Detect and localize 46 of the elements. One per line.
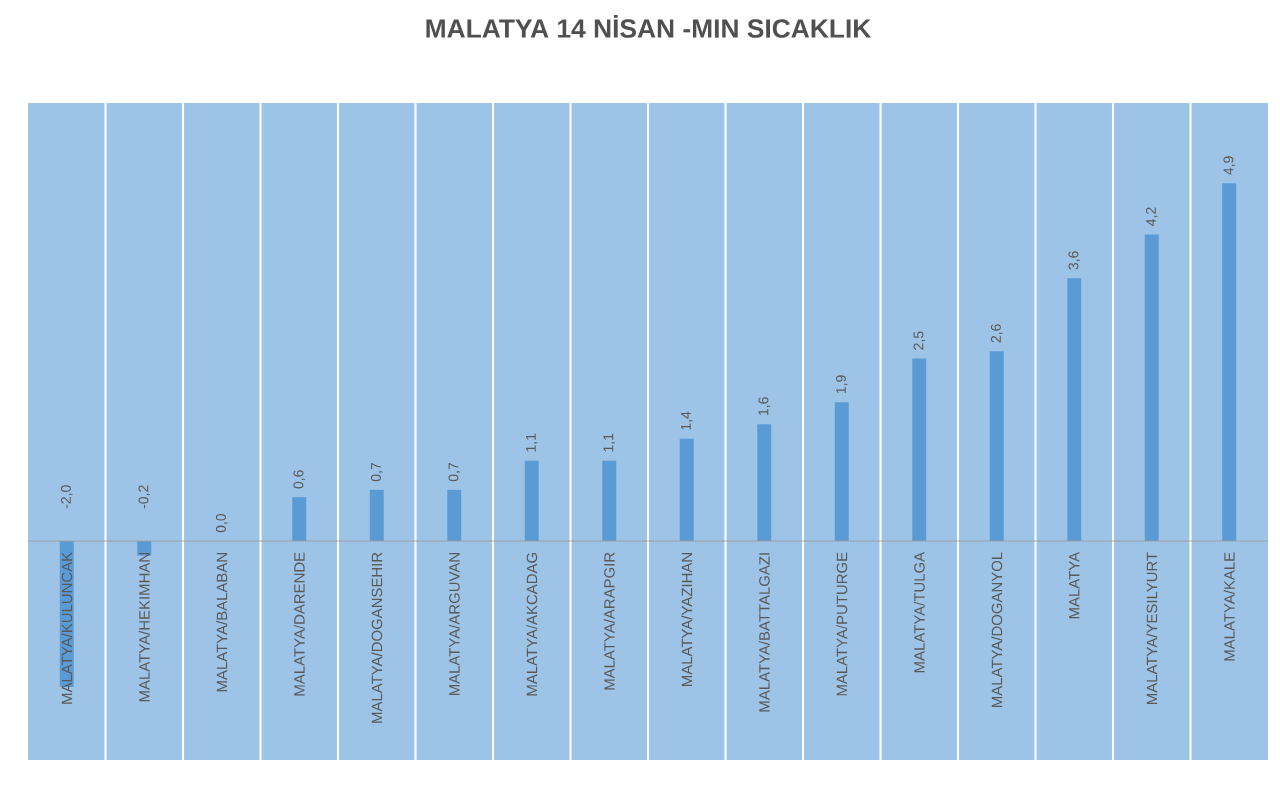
data-label: 0,7 (448, 462, 461, 482)
data-label: 2,6 (990, 324, 1003, 343)
x-tick-label: MALATYA/BATTALGAZI (758, 553, 770, 712)
bar (602, 460, 617, 542)
bar (292, 497, 307, 542)
x-tick-label: MALATYA/AKCADAG (526, 553, 538, 696)
data-label: -0,2 (138, 485, 151, 509)
bar (989, 351, 1004, 542)
x-tick-label: MALATYA/KULUNCAK (61, 552, 73, 704)
bar (1222, 183, 1237, 542)
bar (834, 402, 849, 542)
x-tick-label: MALATYA/YAZIHAN (681, 553, 693, 686)
bar (679, 438, 694, 542)
data-label: 1,9 (835, 375, 848, 394)
x-tick-label: MALATYA/BALABAN (216, 553, 228, 692)
bar (369, 489, 384, 542)
bar (447, 489, 462, 542)
bar (524, 460, 539, 542)
data-label: 1,6 (758, 397, 771, 416)
bar (757, 424, 772, 542)
x-tick-label: MALATYA/HEKIMHAN (138, 553, 150, 702)
x-tick-label: MALATYA/DOGANSEHIR (371, 552, 383, 723)
x-tick-label: MALATYA/TULGA (913, 551, 925, 673)
x-tick-label: MALATYA/DARENDE (293, 552, 305, 696)
data-label: 1,4 (681, 411, 693, 430)
x-tick-label: MALATYA/YESILYURT (1146, 552, 1158, 704)
data-label: 1,1 (603, 433, 615, 452)
data-label: 3,6 (1068, 251, 1081, 270)
chart-title: MALATYA 14 NİSAN -MIN SICAKLIK (426, 15, 872, 38)
x-tick-label: MALATYA/KALE (1223, 552, 1235, 661)
data-label: 2,5 (913, 331, 926, 350)
x-tick-label: MALATYA (1069, 551, 1080, 619)
data-label: 1,1 (526, 433, 538, 452)
bar (1067, 278, 1082, 542)
data-label: -2,0 (60, 485, 73, 509)
data-label: 0,7 (370, 462, 383, 482)
data-label: 4,9 (1223, 156, 1236, 175)
data-label: 0,6 (293, 470, 306, 489)
data-label: 0,0 (215, 513, 228, 533)
bar (1144, 234, 1159, 542)
x-tick-label: MALATYA/DOGANYOL (991, 552, 1003, 708)
x-tick-label: MALATYA/ARGUVAN (448, 553, 460, 696)
bar (912, 358, 927, 542)
x-tick-label: MALATYA/ARAPGIR (603, 552, 615, 690)
x-tick-label: MALATYA/PUTURGE (836, 552, 848, 696)
data-label: 4,2 (1145, 207, 1158, 226)
